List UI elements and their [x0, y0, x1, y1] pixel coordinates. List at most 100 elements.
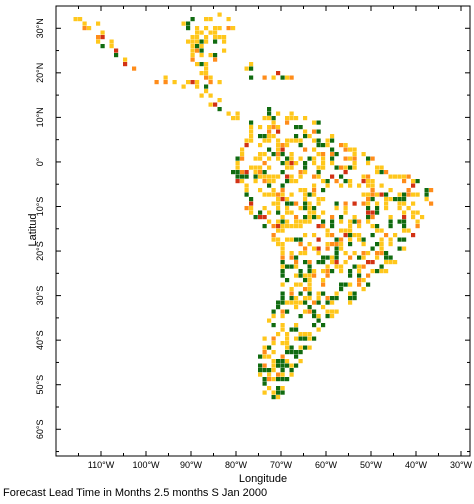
forecast-cell [321, 179, 326, 184]
x-tick-label: 70°W [270, 460, 293, 470]
forecast-cell [271, 134, 276, 139]
forecast-cell [352, 251, 357, 256]
forecast-cell [325, 269, 330, 274]
forecast-cell [375, 206, 380, 211]
forecast-cell [262, 179, 267, 184]
forecast-cell [361, 192, 366, 197]
forecast-cell [226, 111, 231, 116]
forecast-cell [415, 179, 420, 184]
forecast-cell [307, 156, 312, 161]
forecast-cell [316, 165, 321, 170]
forecast-cell [289, 363, 294, 368]
forecast-cell [352, 291, 357, 296]
forecast-cell [123, 62, 128, 67]
forecast-cell [384, 260, 389, 265]
forecast-cell [96, 39, 101, 44]
forecast-cell [307, 219, 312, 224]
forecast-cell [348, 228, 353, 233]
forecast-cell [330, 309, 335, 314]
forecast-cell [199, 53, 204, 58]
forecast-cell [280, 143, 285, 148]
forecast-cell [280, 300, 285, 305]
forecast-cell [307, 282, 312, 287]
forecast-cell [388, 242, 393, 247]
forecast-cell [312, 183, 317, 188]
forecast-cell [208, 75, 213, 80]
forecast-cell [357, 237, 362, 242]
forecast-cell [303, 287, 308, 292]
forecast-cell [361, 152, 366, 157]
forecast-cell [195, 62, 200, 67]
forecast-cell [307, 264, 312, 269]
forecast-cell [316, 152, 321, 157]
forecast-cell [114, 53, 119, 58]
forecast-cell [222, 39, 227, 44]
forecast-cell [276, 300, 281, 305]
forecast-cell [276, 125, 281, 130]
forecast-cell [375, 201, 380, 206]
forecast-cell [262, 354, 267, 359]
forecast-cell [384, 233, 389, 238]
forecast-cell [343, 201, 348, 206]
forecast-cell [199, 93, 204, 98]
forecast-cell [397, 174, 402, 179]
forecast-cell [244, 66, 249, 71]
forecast-cell [307, 278, 312, 283]
forecast-cell [249, 75, 254, 80]
forecast-cell [312, 120, 317, 125]
forecast-cell [393, 233, 398, 238]
forecast-cell [393, 260, 398, 265]
forecast-cell [384, 170, 389, 175]
forecast-cell [312, 174, 317, 179]
forecast-cell [289, 152, 294, 157]
forecast-cell [334, 264, 339, 269]
forecast-cell [186, 21, 191, 26]
forecast-cell [267, 368, 272, 373]
forecast-cell [370, 188, 375, 193]
forecast-cell [204, 26, 209, 31]
forecast-cell [258, 174, 263, 179]
forecast-cell [235, 161, 240, 166]
forecast-cell [330, 138, 335, 143]
forecast-cell [316, 318, 321, 323]
forecast-cell [321, 143, 326, 148]
forecast-cell [316, 170, 321, 175]
forecast-cell [262, 345, 267, 350]
forecast-cell [366, 161, 371, 166]
forecast-cell [343, 251, 348, 256]
forecast-cell [397, 246, 402, 251]
forecast-cell [312, 156, 317, 161]
forecast-cell [271, 363, 276, 368]
x-tick-label: 40°W [405, 460, 428, 470]
forecast-cell [87, 26, 92, 31]
forecast-cell [325, 246, 330, 251]
forecast-cell [388, 224, 393, 229]
forecast-cell [361, 264, 366, 269]
forecast-cell [348, 282, 353, 287]
forecast-cell [195, 39, 200, 44]
forecast-cell [343, 228, 348, 233]
forecast-cell [321, 260, 326, 265]
forecast-cell [348, 237, 353, 242]
forecast-cell [366, 197, 371, 202]
forecast-cell [181, 21, 186, 26]
y-axis-title: Latitud [27, 213, 39, 246]
forecast-cell [249, 138, 254, 143]
forecast-cell [370, 192, 375, 197]
forecast-cell [321, 305, 326, 310]
forecast-cell [271, 116, 276, 121]
forecast-cell [109, 39, 114, 44]
forecast-cell [361, 237, 366, 242]
forecast-cell [240, 156, 245, 161]
forecast-cell [280, 75, 285, 80]
forecast-cell [163, 80, 168, 85]
forecast-cell [289, 224, 294, 229]
forecast-cell [267, 125, 272, 130]
forecast-cell [366, 206, 371, 211]
forecast-cell [109, 44, 114, 49]
forecast-cell [307, 296, 312, 301]
forecast-cell [217, 26, 222, 31]
forecast-cell [253, 165, 258, 170]
forecast-cell [289, 201, 294, 206]
forecast-cell [388, 188, 393, 193]
